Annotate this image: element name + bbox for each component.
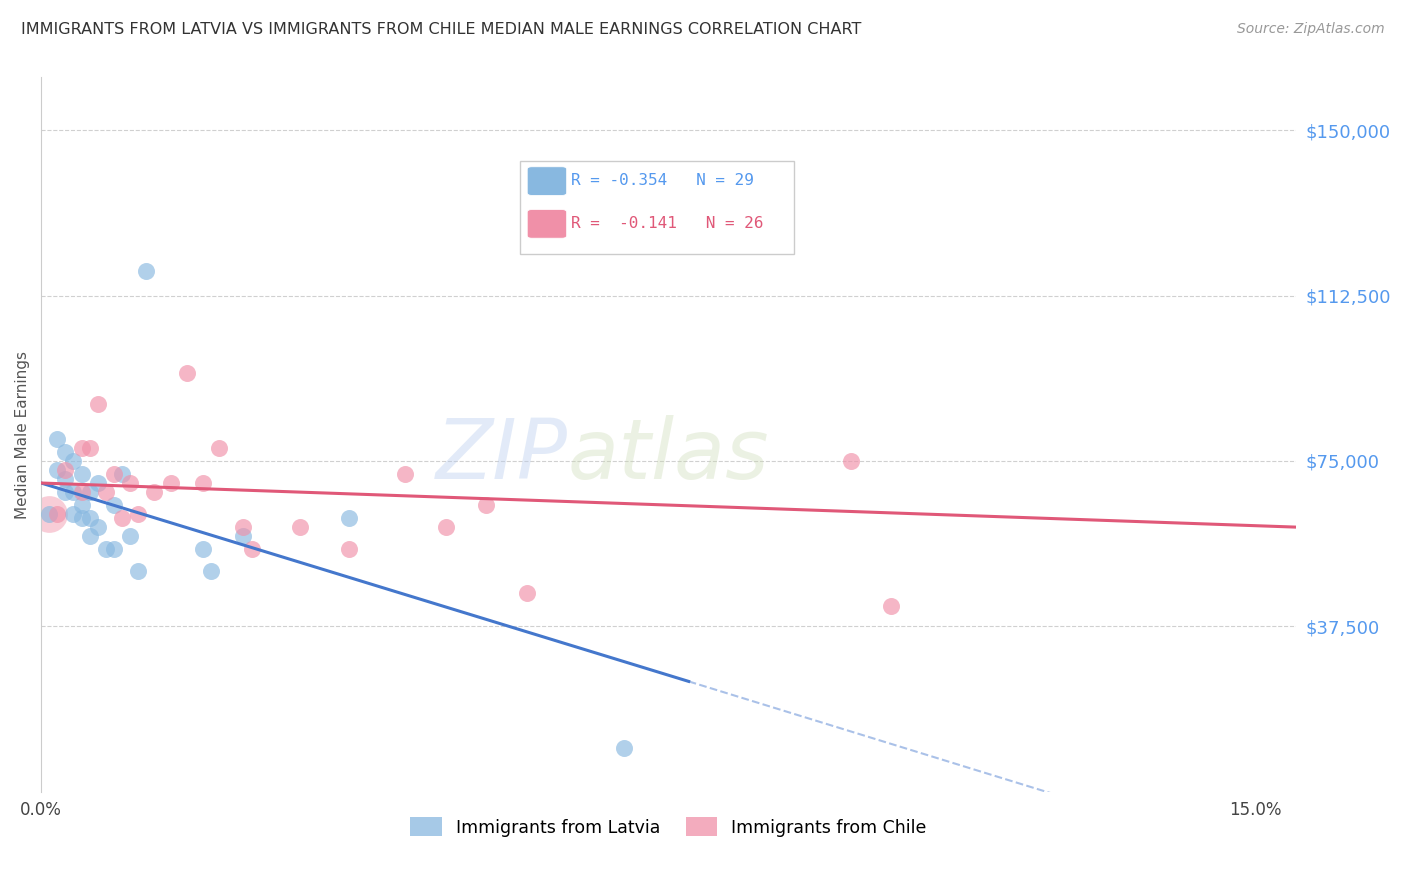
Point bbox=[79, 511, 101, 525]
Point bbox=[79, 529, 101, 543]
Point bbox=[111, 467, 134, 482]
Point bbox=[111, 511, 134, 525]
Point bbox=[55, 484, 77, 499]
Point bbox=[94, 542, 117, 557]
Point bbox=[337, 511, 360, 525]
Point bbox=[135, 264, 157, 278]
Point bbox=[103, 542, 125, 557]
Text: atlas: atlas bbox=[568, 416, 769, 497]
Point bbox=[62, 507, 84, 521]
Point bbox=[70, 511, 93, 525]
Y-axis label: Median Male Earnings: Median Male Earnings bbox=[15, 351, 30, 518]
Point bbox=[159, 476, 181, 491]
Point bbox=[103, 467, 125, 482]
Point bbox=[120, 529, 142, 543]
Point bbox=[87, 520, 110, 534]
Point bbox=[55, 445, 77, 459]
Point bbox=[70, 467, 93, 482]
Point bbox=[394, 467, 416, 482]
Point bbox=[55, 463, 77, 477]
Point bbox=[880, 599, 903, 614]
Point bbox=[143, 484, 166, 499]
Point bbox=[191, 542, 214, 557]
Legend: Immigrants from Latvia, Immigrants from Chile: Immigrants from Latvia, Immigrants from … bbox=[404, 811, 934, 844]
Point bbox=[46, 463, 69, 477]
Point bbox=[70, 441, 93, 455]
Point bbox=[120, 476, 142, 491]
Point bbox=[191, 476, 214, 491]
Point bbox=[288, 520, 311, 534]
Text: Source: ZipAtlas.com: Source: ZipAtlas.com bbox=[1237, 22, 1385, 37]
Point bbox=[79, 484, 101, 499]
Point bbox=[240, 542, 263, 557]
Text: ZIP: ZIP bbox=[436, 416, 568, 497]
Point bbox=[38, 507, 60, 521]
Point bbox=[103, 498, 125, 512]
Point bbox=[87, 397, 110, 411]
Point bbox=[337, 542, 360, 557]
Point bbox=[79, 441, 101, 455]
Point bbox=[94, 484, 117, 499]
Point bbox=[62, 484, 84, 499]
Point bbox=[516, 586, 538, 600]
Point bbox=[127, 507, 149, 521]
Point bbox=[38, 507, 60, 521]
Point bbox=[475, 498, 498, 512]
Text: R = -0.354   N = 29: R = -0.354 N = 29 bbox=[571, 173, 754, 187]
Text: R =  -0.141   N = 26: R = -0.141 N = 26 bbox=[571, 216, 763, 230]
Point bbox=[232, 520, 254, 534]
Point bbox=[127, 564, 149, 578]
Point bbox=[613, 740, 636, 755]
Point bbox=[434, 520, 457, 534]
Point bbox=[55, 472, 77, 486]
Point bbox=[200, 564, 222, 578]
Point bbox=[70, 484, 93, 499]
Point bbox=[839, 454, 862, 468]
Text: IMMIGRANTS FROM LATVIA VS IMMIGRANTS FROM CHILE MEDIAN MALE EARNINGS CORRELATION: IMMIGRANTS FROM LATVIA VS IMMIGRANTS FRO… bbox=[21, 22, 862, 37]
Point bbox=[62, 454, 84, 468]
Point bbox=[87, 476, 110, 491]
Point bbox=[176, 366, 198, 380]
Point bbox=[70, 498, 93, 512]
Point bbox=[208, 441, 231, 455]
Point bbox=[46, 432, 69, 446]
Point bbox=[46, 507, 69, 521]
Point bbox=[232, 529, 254, 543]
